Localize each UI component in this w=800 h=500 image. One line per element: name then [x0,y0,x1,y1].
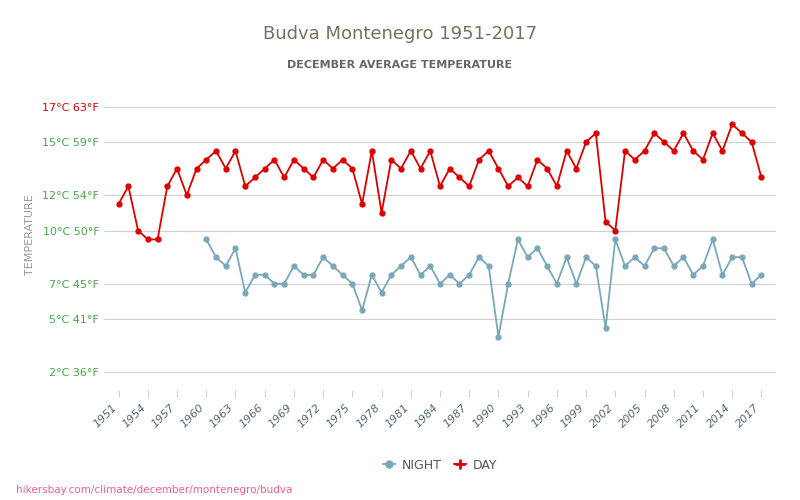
Text: Budva Montenegro 1951-2017: Budva Montenegro 1951-2017 [263,25,537,43]
Text: hikersbay.com/climate/december/montenegro/budva: hikersbay.com/climate/december/montenegr… [16,485,292,495]
Y-axis label: TEMPERATURE: TEMPERATURE [26,194,35,276]
Text: DECEMBER AVERAGE TEMPERATURE: DECEMBER AVERAGE TEMPERATURE [287,60,513,70]
Legend: NIGHT, DAY: NIGHT, DAY [378,454,502,477]
